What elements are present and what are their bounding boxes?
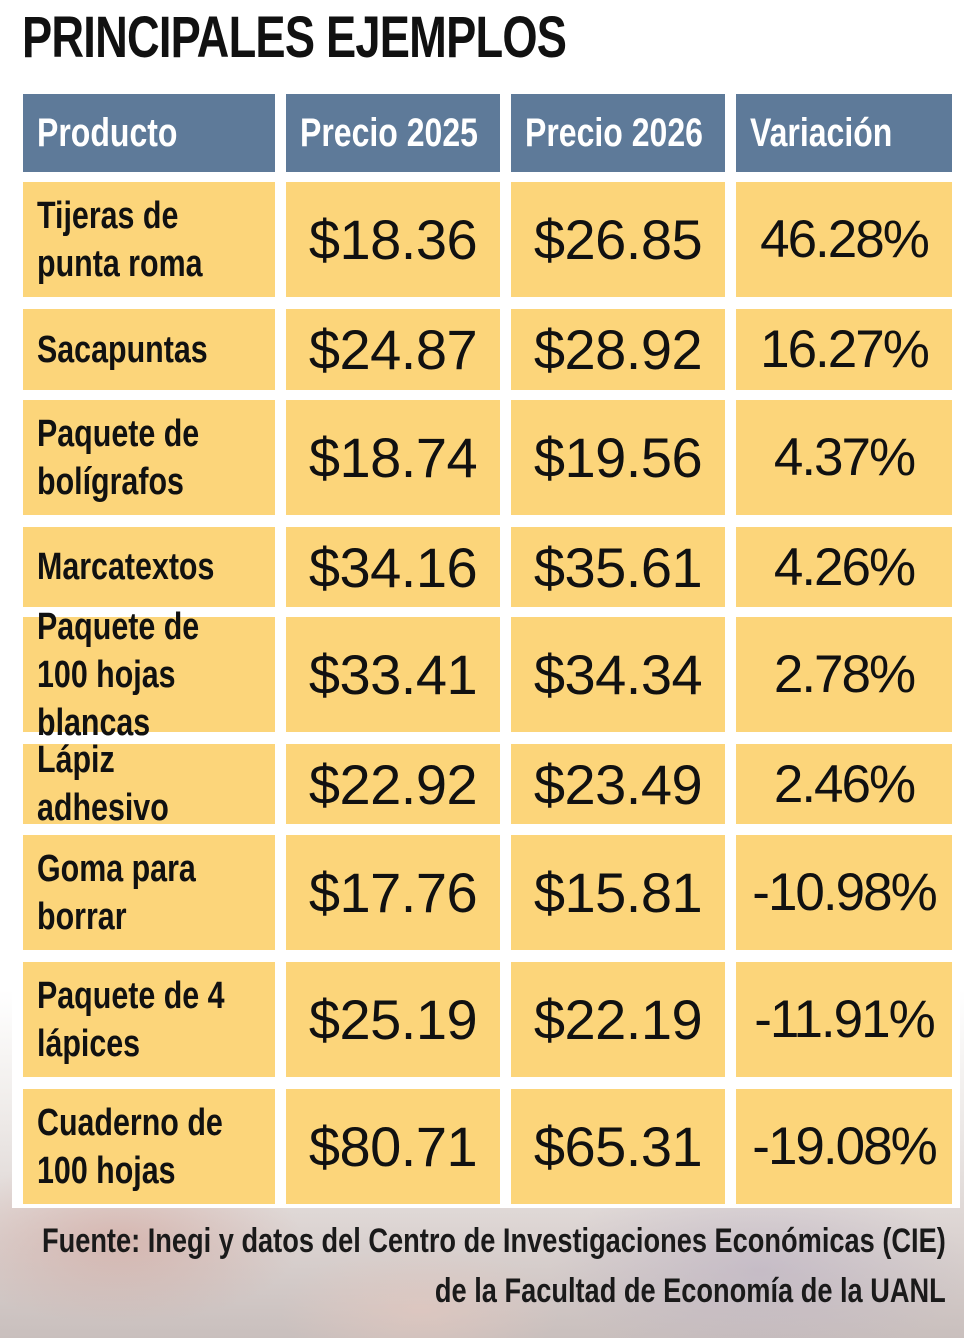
page-title: PRINCIPALES EJEMPLOS <box>22 5 567 70</box>
price-2026-cell: $34.34 <box>511 617 725 732</box>
variation-cell: 4.37% <box>736 400 952 515</box>
variation-cell-text: -11.91% <box>754 990 935 1049</box>
price-2025-cell-text: $34.16 <box>308 535 478 599</box>
price-2025-cell: $80.71 <box>286 1089 500 1204</box>
variation-cell-text: -10.98% <box>752 863 937 922</box>
price-2025-cell-text: $33.41 <box>308 643 478 706</box>
source-line-2: de la Facultad de Economía de la UANL <box>435 1272 946 1310</box>
price-2025-cell-text: $24.87 <box>308 318 478 381</box>
price-2025-cell: $33.41 <box>286 617 500 732</box>
variation-cell-text: -19.08% <box>752 1117 937 1176</box>
variation-cell-text: 2.46% <box>773 754 916 814</box>
price-2026-cell-text: $34.34 <box>533 643 703 706</box>
variation-cell: 16.27% <box>736 309 952 390</box>
product-cell-text: Cuaderno de 100 hojas <box>37 1101 223 1192</box>
price-2026-cell-text: $35.61 <box>533 535 703 599</box>
price-2026-cell: $22.19 <box>511 962 725 1077</box>
product-cell: Paquete de bolígrafos <box>23 400 275 515</box>
price-2026-cell-text: $15.81 <box>533 861 703 924</box>
price-2026-cell: $65.31 <box>511 1089 725 1204</box>
product-cell: Goma para borrar <box>23 835 275 950</box>
variation-cell-text: 2.78% <box>773 645 916 704</box>
price-2026-cell: $15.81 <box>511 835 725 950</box>
price-2026-cell: $19.56 <box>511 400 725 515</box>
price-2026-cell: $35.61 <box>511 527 725 607</box>
product-cell-text: Paquete de bolígrafos <box>37 412 200 503</box>
price-2025-cell: $17.76 <box>286 835 500 950</box>
product-cell-text: Paquete de 4 lápices <box>37 974 225 1065</box>
price-2026-cell-text: $65.31 <box>533 1115 703 1178</box>
variation-cell-text: 46.28% <box>760 210 930 269</box>
product-cell-text: Marcatextos <box>37 546 215 588</box>
variation-cell-text: 4.37% <box>773 428 916 487</box>
price-2025-cell-text: $80.71 <box>308 1115 478 1178</box>
product-cell-text: Goma para borrar <box>37 847 196 938</box>
header-precio-2025: Precio 2025 <box>286 94 500 172</box>
price-2025-cell: $24.87 <box>286 309 500 390</box>
price-2026-cell: $23.49 <box>511 744 725 824</box>
price-2026-cell-text: $22.19 <box>533 988 703 1051</box>
price-2025-cell: $22.92 <box>286 744 500 824</box>
price-2026-cell-text: $28.92 <box>533 318 703 381</box>
header-producto: Producto <box>23 94 275 172</box>
price-2025-cell-text: $18.36 <box>308 208 478 271</box>
variation-cell-text: 16.27% <box>760 320 930 379</box>
price-2026-cell: $26.85 <box>511 182 725 297</box>
variation-cell: 4.26% <box>736 527 952 607</box>
price-2025-cell: $25.19 <box>286 962 500 1077</box>
price-2026-cell-text: $19.56 <box>533 426 703 489</box>
header-variacion: Variación <box>736 94 952 172</box>
variation-cell: -11.91% <box>736 962 952 1077</box>
product-cell: Marcatextos <box>23 527 275 607</box>
variation-cell: 46.28% <box>736 182 952 297</box>
price-2025-cell: $34.16 <box>286 527 500 607</box>
price-2025-cell: $18.74 <box>286 400 500 515</box>
price-2025-cell-text: $25.19 <box>308 988 478 1051</box>
price-2025-cell-text: $18.74 <box>308 426 478 489</box>
product-cell: Lápiz adhesivo <box>23 739 275 829</box>
product-cell: Sacapuntas <box>23 309 275 390</box>
variation-cell: -10.98% <box>736 835 952 950</box>
variation-cell: 2.46% <box>736 744 952 824</box>
source-line-1: Fuente: Inegi y datos del Centro de Inve… <box>42 1222 946 1260</box>
product-cell-text: Sacapuntas <box>37 328 208 371</box>
header-precio-2026: Precio 2026 <box>511 94 725 172</box>
product-cell: Cuaderno de 100 hojas <box>23 1089 275 1204</box>
price-2025-cell-text: $22.92 <box>308 752 478 816</box>
price-2026-cell-text: $26.85 <box>533 208 703 271</box>
price-2026-cell: $28.92 <box>511 309 725 390</box>
price-2025-cell-text: $17.76 <box>308 861 478 924</box>
price-2025-cell: $18.36 <box>286 182 500 297</box>
product-cell: Paquete de 4 lápices <box>23 962 275 1077</box>
variation-cell: -19.08% <box>736 1089 952 1204</box>
variation-cell-text: 4.26% <box>773 537 916 597</box>
product-cell-text: Lápiz adhesivo <box>37 739 169 829</box>
product-cell-text: Paquete de 100 hojas blancas <box>37 605 200 744</box>
product-cell: Tijeras de punta roma <box>23 182 275 297</box>
variation-cell: 2.78% <box>736 617 952 732</box>
product-cell: Paquete de 100 hojas blancas <box>23 606 275 744</box>
price-2026-cell-text: $23.49 <box>533 752 703 816</box>
product-cell-text: Tijeras de punta roma <box>37 194 203 285</box>
source-note: Fuente: Inegi y datos del Centro de Inve… <box>42 1216 946 1316</box>
